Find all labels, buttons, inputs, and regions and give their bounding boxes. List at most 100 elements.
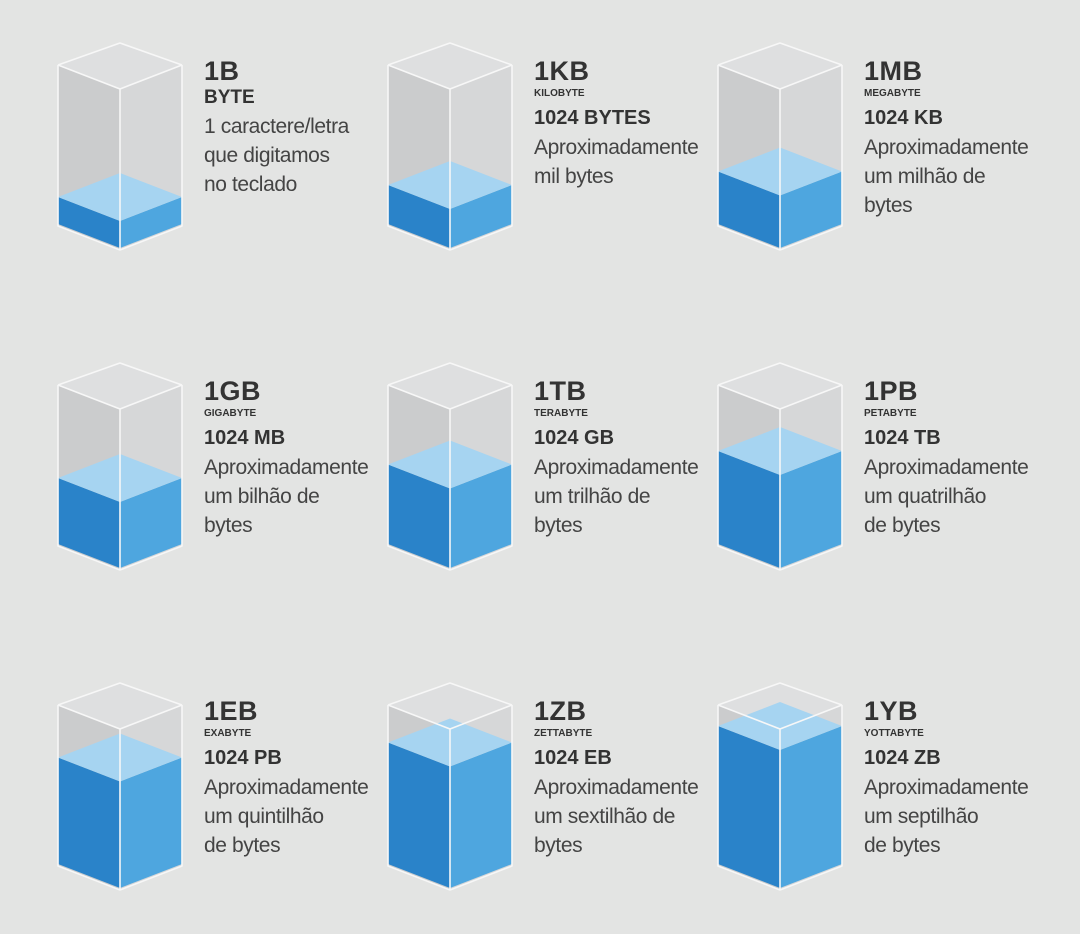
fill-right-face [450,742,512,888]
glass-edge [57,682,183,706]
fill-right-face [450,464,512,568]
unit-equivalence: 1024 KB [864,107,943,129]
description-line: 1 caractere/letra [204,115,349,138]
fill-right-face [780,171,842,248]
unit-label: 1GB GIGABYTE 1024 MB Aproximadamente um bilh… [204,376,394,540]
fill-left-face [388,742,450,888]
unit-name: PETABYTE [864,408,917,419]
description-line: um quintilhão [204,805,324,828]
storage-cube [57,42,183,251]
unit-symbol: 1GB [204,376,262,406]
unit-symbol: 1PB [864,376,919,406]
unit-name: BYTE [204,87,255,108]
fill-right-face [780,451,842,568]
glass-edge [717,362,843,386]
fill-left-face [718,451,780,568]
description-line: de bytes [864,834,941,857]
description-line: Aproximadamente [534,136,699,159]
description-line: de bytes [864,514,941,537]
fill-right-face [120,197,182,248]
storage-cube [717,682,843,891]
unit-name: KILOBYTE [534,88,585,99]
unit-symbol: 1YB [864,696,919,726]
unit-name: EXABYTE [204,728,252,739]
unit-equivalence: 1024 GB [534,427,615,449]
unit-name: MEGABYTE [864,88,921,99]
description-line: que digitamos [204,144,330,167]
unit-card: 1YB YOTTABYTE 1024 ZB Aproximadamente um sep… [714,676,1054,916]
fill-left-face [58,197,120,248]
description-line: mil bytes [534,165,614,188]
fill-right-face [120,478,182,568]
unit-card: 1MB MEGABYTE 1024 KB Aproximadamente um milh… [714,36,1054,276]
storage-cube [57,682,183,891]
description-line: bytes [534,514,583,537]
unit-card: 1EB EXABYTE 1024 PB Aproximadamente um quint… [54,676,394,916]
description-line: um bilhão de [204,485,320,508]
glass-edge [717,42,843,66]
unit-name: GIGABYTE [204,408,257,419]
unit-card: 1B BYTE 1 caractere/letra que digitamos no t… [54,36,394,276]
unit-label: 1B BYTE 1 caractere/letra que digitamos no t… [204,56,394,199]
fill-right-face [450,185,512,248]
unit-name: TERABYTE [534,408,588,419]
glass-edge [387,42,513,66]
glass-edge [387,362,513,386]
description-line: um septilhão [864,805,979,828]
description-line: no teclado [204,173,297,196]
unit-symbol: 1ZB [534,696,587,726]
description-line: Aproximadamente [534,776,699,799]
glass-edge [57,362,183,386]
description-line: de bytes [204,834,281,857]
unit-label: 1TB TERABYTE 1024 GB Aproximadamente um tril… [534,376,724,540]
unit-description: Aproximadamente mil bytes [534,133,724,191]
unit-label: 1EB EXABYTE 1024 PB Aproximadamente um quint… [204,696,394,860]
description-line: bytes [534,834,583,857]
fill-left-face [58,478,120,568]
description-line: um sextilhão de [534,805,676,828]
unit-equivalence: 1024 BYTES [534,107,651,129]
unit-label: 1ZB ZETTABYTE 1024 EB Aproximadamente um sex… [534,696,724,860]
unit-label: 1PB PETABYTE 1024 TB Aproximadamente um quat… [864,376,1054,540]
unit-label: 1KB KILOBYTE 1024 BYTES Aproximadamente mil … [534,56,724,191]
fill-left-face [58,757,120,888]
unit-symbol: 1EB [204,696,259,726]
fill-left-face [388,185,450,248]
unit-label: 1YB YOTTABYTE 1024 ZB Aproximadamente um sep… [864,696,1054,860]
unit-card: 1TB TERABYTE 1024 GB Aproximadamente um tril… [384,356,724,596]
description-line: Aproximadamente [864,136,1029,159]
unit-label: 1MB MEGABYTE 1024 KB Aproximadamente um milh… [864,56,1054,220]
unit-equivalence: 1024 MB [204,427,286,449]
unit-card: 1GB GIGABYTE 1024 MB Aproximadamente um bilh… [54,356,394,596]
unit-description: 1 caractere/letra que digitamos no teclado [204,112,394,199]
unit-equivalence: 1024 EB [534,747,612,769]
unit-description: Aproximadamente um sextilhão de bytes [534,773,724,860]
description-line: Aproximadamente [204,776,369,799]
unit-name: YOTTABYTE [864,728,924,739]
description-line: Aproximadamente [864,456,1029,479]
unit-equivalence: 1024 TB [864,427,941,449]
unit-symbol: 1TB [534,376,587,406]
storage-cube [717,42,843,251]
unit-description: Aproximadamente um milhão de bytes [864,133,1054,220]
unit-description: Aproximadamente um quintilhão de bytes [204,773,394,860]
storage-cube [57,362,183,571]
glass-edge [387,682,513,706]
description-line: Aproximadamente [204,456,369,479]
fill-right-face [780,726,842,888]
storage-cube [717,362,843,571]
description-line: bytes [204,514,253,537]
unit-description: Aproximadamente um quatrilhão de bytes [864,453,1054,540]
storage-cube [387,42,513,251]
description-line: um trilhão de [534,485,651,508]
unit-symbol: 1MB [864,56,923,86]
fill-left-face [718,726,780,888]
unit-description: Aproximadamente um septilhão de bytes [864,773,1054,860]
glass-edge [57,42,183,66]
storage-cube [387,682,513,891]
description-line: Aproximadamente [534,456,699,479]
unit-symbol: 1KB [534,56,590,86]
fill-left-face [388,464,450,568]
unit-name: ZETTABYTE [534,728,593,739]
unit-equivalence: 1024 ZB [864,747,941,769]
